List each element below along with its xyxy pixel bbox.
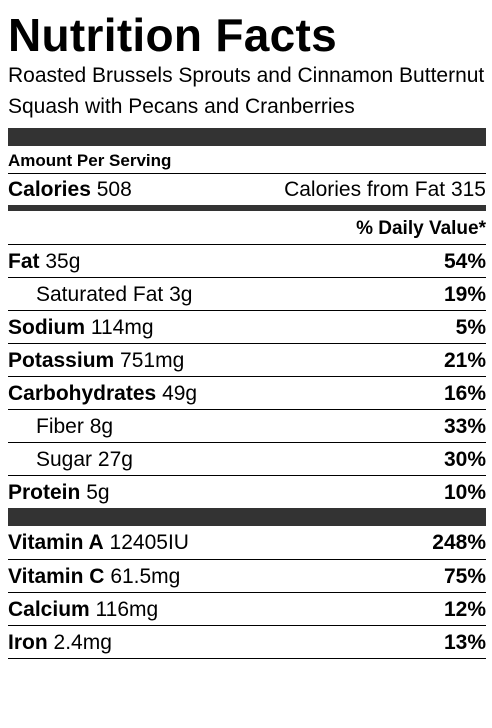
nutrient-row-fat: Fat 35g 54% [8, 244, 486, 277]
vitamin-amount: 61.5mg [110, 565, 181, 588]
vitamin-name: Vitamin C [8, 565, 105, 588]
vitamin-row-calcium: Calcium 116mg 12% [8, 592, 486, 625]
nutrient-name: Fiber [36, 415, 84, 438]
nutrient-percent: 16% [443, 382, 486, 405]
nutrient-percent: 19% [443, 283, 486, 306]
vitamin-name: Vitamin A [8, 531, 104, 554]
calories-from-fat-value: 315 [450, 178, 486, 201]
nutrient-row-potassium: Potassium 751mg 21% [8, 343, 486, 376]
calories-value: 508 [96, 178, 132, 201]
nutrient-amount: 3g [169, 283, 193, 306]
vitamin-amount: 2.4mg [53, 631, 112, 654]
vitamin-percent: 12% [443, 598, 486, 621]
calories: Calories 508 [8, 174, 132, 205]
vitamin-percent: 13% [443, 631, 486, 654]
nutrient-amount: 5g [86, 481, 110, 504]
vitamin-amount: 116mg [95, 598, 159, 621]
label-title: Nutrition Facts [8, 9, 338, 61]
vitamin-row-iron: Iron 2.4mg 13% [8, 625, 486, 658]
nutrient-name: Protein [8, 481, 81, 504]
calories-from-fat: Calories from Fat 315 [284, 174, 486, 205]
medium-divider [8, 205, 486, 211]
nutrient-row-sodium: Sodium 114mg 5% [8, 310, 486, 343]
nutrient-row-protein: Protein 5g 10% [8, 475, 486, 508]
vitamin-row-vitamin-a: Vitamin A 12405IU 248% [8, 526, 486, 559]
calories-row: Calories 508 Calories from Fat 315 [8, 173, 486, 205]
nutrient-percent: 5% [455, 316, 486, 339]
nutrient-amount: 751mg [120, 349, 185, 372]
vitamin-name: Iron [8, 631, 48, 654]
nutrient-name: Sodium [8, 316, 85, 339]
nutrient-percent: 21% [443, 349, 486, 372]
nutrient-name: Carbohydrates [8, 382, 157, 405]
nutrient-percent: 54% [443, 250, 486, 273]
nutrient-amount: 114mg [90, 316, 154, 339]
nutrient-name: Fat [8, 250, 40, 273]
vitamin-amount: 12405IU [109, 531, 189, 554]
calories-label: Calories [8, 178, 91, 201]
recipe-name: Roasted Brussels Sprouts and Cinnamon Bu… [8, 64, 485, 118]
vitamin-percent: 75% [443, 565, 486, 588]
calories-from-fat-label: Calories from Fat [284, 178, 446, 201]
nutrient-name: Sugar [36, 448, 93, 471]
amount-per-serving: Amount Per Serving [8, 151, 172, 170]
vitamin-row-vitamin-c: Vitamin C 61.5mg 75% [8, 559, 486, 592]
nutrient-amount: 49g [162, 382, 198, 405]
bottom-rule [8, 658, 486, 659]
nutrient-percent: 30% [443, 448, 486, 471]
nutrient-name: Saturated Fat [36, 283, 164, 306]
nutrient-percent: 33% [443, 415, 486, 438]
thick-divider [8, 128, 486, 146]
nutrient-amount: 35g [45, 250, 81, 273]
nutrient-row-carbohydrates: Carbohydrates 49g 16% [8, 376, 486, 409]
nutrient-row-fiber: Fiber 8g 33% [8, 409, 486, 442]
nutrient-amount: 8g [89, 415, 114, 438]
vitamin-name: Calcium [8, 598, 90, 621]
daily-value-header: % Daily Value* [356, 218, 486, 239]
vitamin-percent: 248% [432, 531, 486, 554]
nutrient-amount: 27g [97, 448, 133, 471]
nutrient-row-saturated-fat: Saturated Fat 3g 19% [8, 277, 486, 310]
nutrient-name: Potassium [8, 349, 115, 372]
thick-divider [8, 508, 486, 526]
nutrient-row-sugar: Sugar 27g 30% [8, 442, 486, 475]
nutrient-percent: 10% [443, 481, 486, 504]
